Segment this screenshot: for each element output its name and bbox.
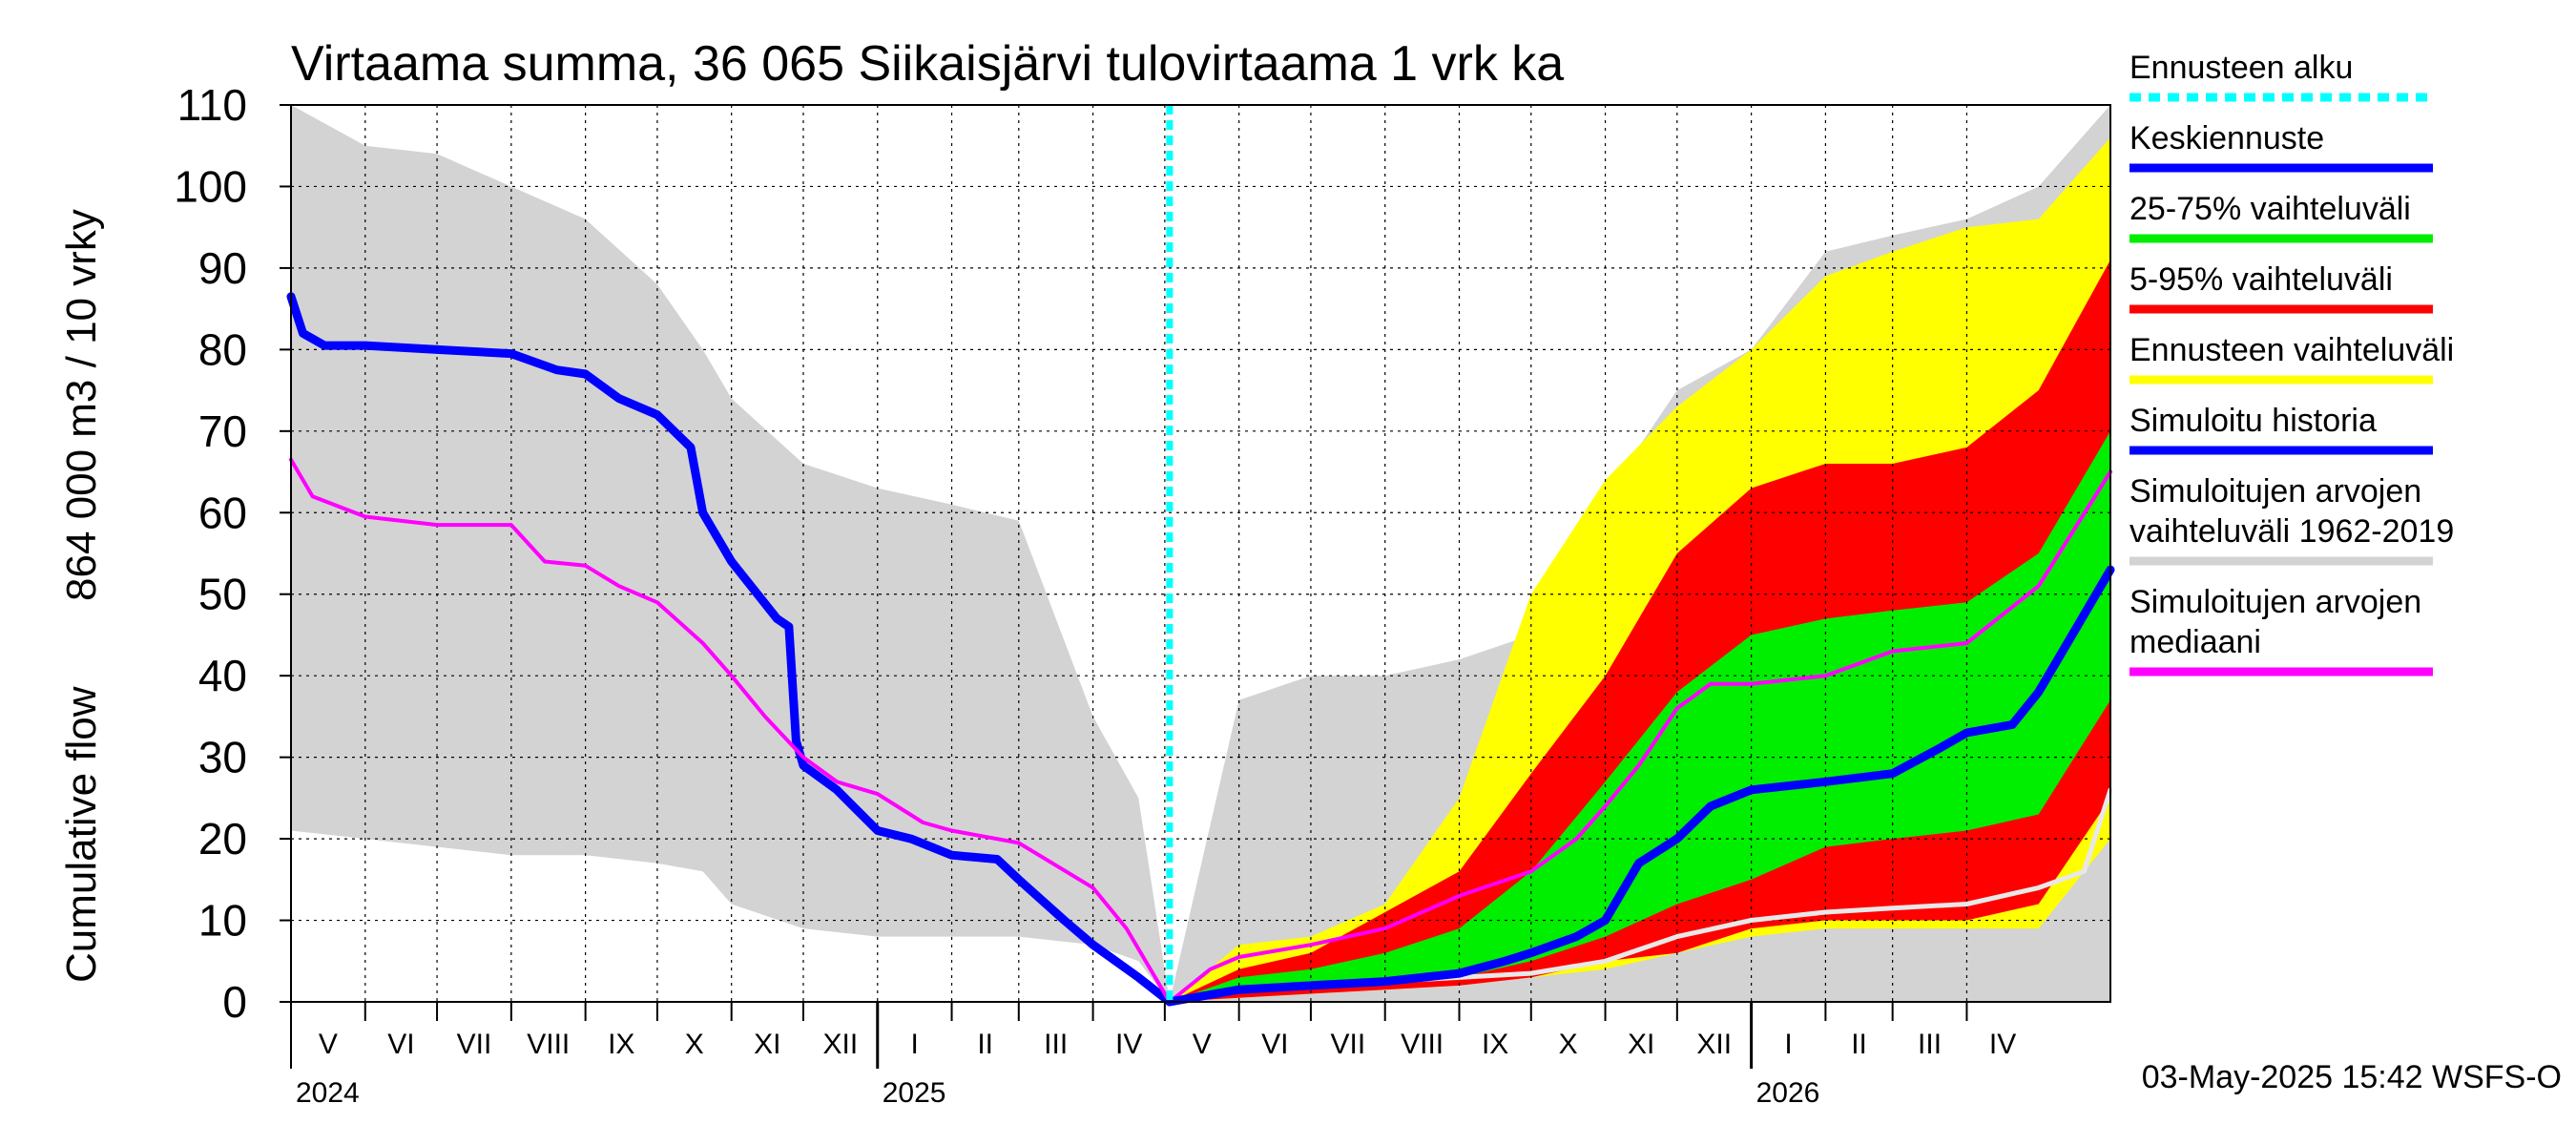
legend-label: Keskiennuste [2129,120,2324,156]
y-tick-label: 80 [198,324,247,374]
x-tick-label: X [1559,1029,1578,1060]
y-axis-label-line-2: 864 000 m3 / 10 vrky [58,209,105,601]
x-tick-label: IX [1482,1029,1508,1060]
x-tick-label: VII [1330,1029,1365,1060]
y-tick-label: 50 [198,570,247,619]
x-tick-label: XI [754,1029,780,1060]
x-tick-label: XII [1696,1029,1732,1060]
legend: Ennusteen alku Keskiennuste 25-75% vaihtel… [2129,50,2454,677]
y-tick-label: 20 [198,814,247,864]
x-tick-label: V [319,1029,338,1060]
year-label: 2024 [296,1077,360,1109]
y-tick-label: 30 [198,733,247,782]
x-tick-label: V [1193,1029,1212,1060]
x-tick-label: VIII [1401,1029,1444,1060]
x-tick-label: VI [387,1029,414,1060]
x-tick-label: II [1851,1029,1867,1060]
year-label: 2025 [883,1077,946,1109]
legend-label: Simuloitu historia [2129,403,2377,439]
x-tick-label: I [1784,1029,1792,1060]
x-tick-label: XI [1628,1029,1654,1060]
x-tick-label: IX [608,1029,634,1060]
series-line-4 [1165,565,2115,1007]
y-axis-label: Cumulative flow 864 000 m3 / 10 vrky [58,209,105,983]
series-line-2 [1167,469,2112,1004]
x-tick-label: III [1044,1029,1068,1060]
y-tick-label: 60 [198,488,247,537]
y-tick-label: 90 [198,243,247,293]
y-tick-label: 70 [198,406,247,456]
legend-label: Simuloitujen arvojen [2129,473,2421,510]
x-tick-label: I [910,1029,918,1060]
legend-label: 25-75% vaihteluväli [2129,191,2411,227]
series-line-0 [286,292,1174,1007]
x-tick-label: VII [457,1029,492,1060]
chart-title: Virtaama summa, 36 065 Siikaisjärvi tulo… [291,36,1564,92]
plot-frame [290,104,2111,1003]
x-tick-label: IV [1989,1029,2016,1060]
x-tick-label: IV [1115,1029,1142,1060]
y-tick-label: 100 [174,161,247,211]
x-tick-label: VIII [527,1029,570,1060]
legend-label: vaihteluväli 1962-2019 [2129,513,2454,550]
x-tick-label: X [685,1029,704,1060]
bands-layer [291,105,2110,1002]
series-line-1 [289,457,1172,1004]
band-3 [1169,430,2110,1002]
year-label: 2026 [1756,1077,1820,1109]
legend-label: Ennusteen alku [2129,50,2353,86]
y-tick-label: 10 [198,896,247,946]
x-tick-label: II [977,1029,993,1060]
x-tick-label: III [1918,1029,1942,1060]
legend-label: 5-95% vaihteluväli [2129,261,2393,298]
x-tick-label: VI [1261,1029,1288,1060]
y-tick-label: 110 [177,80,247,130]
x-tick-label: XII [823,1029,859,1060]
y-tick-label: 40 [198,651,247,700]
legend-label: Simuloitujen arvojen [2129,584,2421,620]
series-layer [286,105,2115,1007]
legend-label: Ennusteen vaihteluväli [2129,332,2454,368]
y-tick-label: 0 [222,977,247,1027]
legend-label: mediaani [2129,624,2261,660]
timestamp-footer: 03-May-2025 15:42 WSFS-O [2142,1059,2562,1095]
y-axis-label-line-1: Cumulative flow [58,686,105,983]
